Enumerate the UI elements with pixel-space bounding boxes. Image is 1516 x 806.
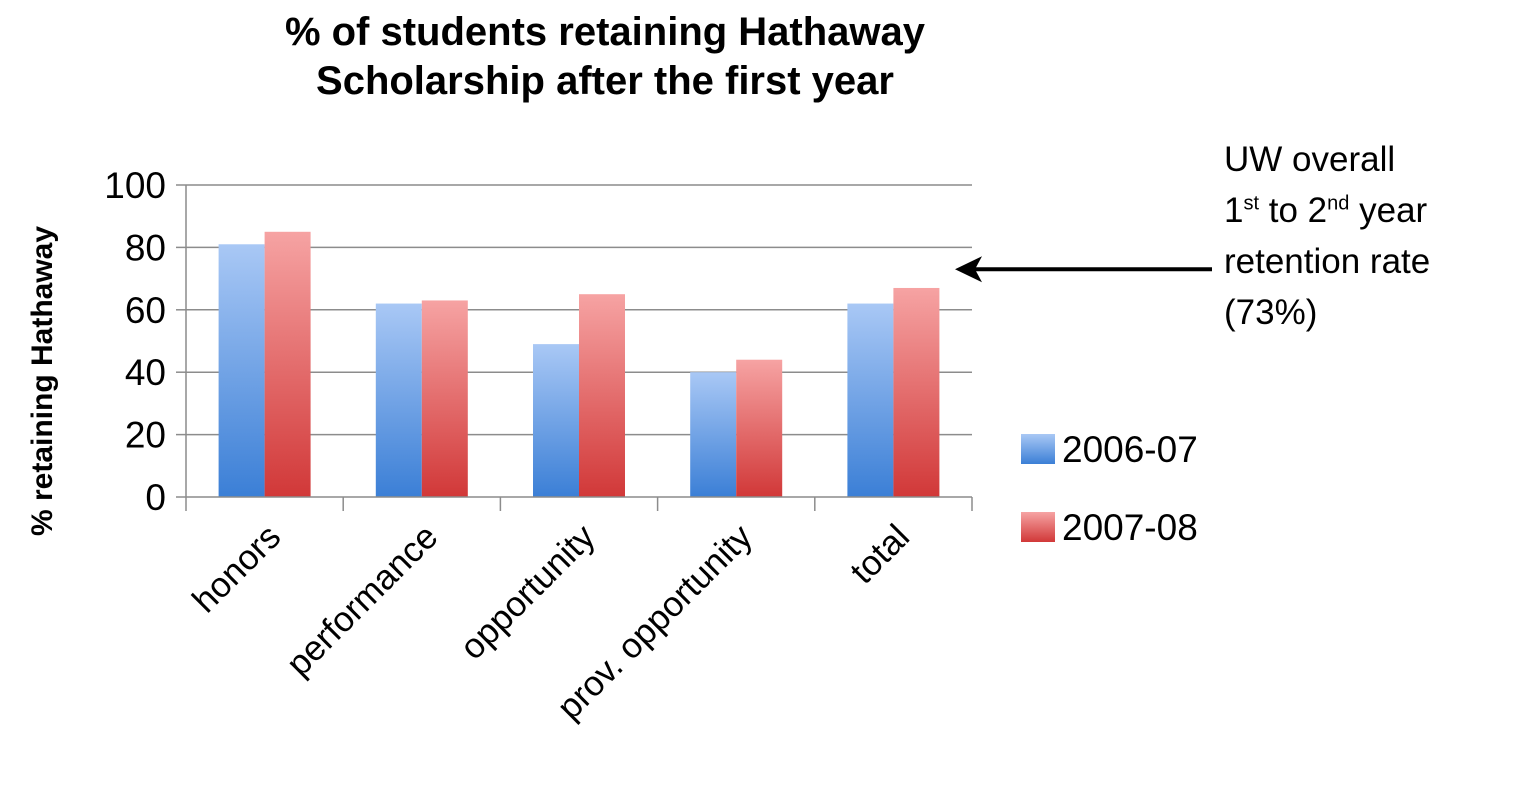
annotation-part-c: year: [1349, 191, 1428, 230]
annotation-line-1: UW overall: [1224, 140, 1396, 179]
arrow-head: [955, 256, 982, 283]
y-tick-label-20: 20: [125, 415, 166, 456]
chart-title-line-1: % of students retaining Hathaway: [284, 10, 926, 54]
legend-label-2007-08: 2007-08: [1062, 507, 1198, 548]
bar-performance-2007-08: [421, 300, 468, 497]
x-tick-label-opportunity: opportunity: [453, 517, 603, 667]
y-tick-label-0: 0: [145, 477, 166, 518]
y-tick-label-80: 80: [125, 227, 166, 268]
bar-honors-2007-08: [264, 231, 311, 498]
legend: 2006-07 2007-08: [1021, 429, 1198, 548]
annotation-line-3: retention rate: [1224, 242, 1431, 281]
x-tick-label-total: total: [843, 517, 917, 591]
bar-opportunity-2007-08: [579, 294, 625, 497]
legend-label-2006-07: 2006-07: [1062, 429, 1198, 470]
legend-swatch-2006-07: [1021, 434, 1055, 464]
x-tick-label-honors: honors: [185, 517, 288, 620]
bar-honors-2006-07: [218, 244, 265, 497]
annotation-line-4: (73%): [1224, 293, 1318, 332]
bar-prov-opportunity-2006-07: [690, 372, 737, 497]
annotation-part-b: to 2: [1259, 191, 1328, 230]
annotation-part-a: 1: [1224, 191, 1244, 230]
y-tick-label-40: 40: [125, 352, 166, 393]
bars: [218, 231, 940, 498]
reference-arrow: [955, 256, 1212, 283]
x-tick-label-performance: performance: [279, 517, 446, 684]
bar-performance-2006-07: [375, 303, 422, 497]
annotation-sup-b: nd: [1327, 192, 1350, 215]
bar-prov-opportunity-2007-08: [736, 359, 783, 497]
bar-total-2007-08: [893, 287, 940, 497]
chart-title: % of students retaining Hathaway Scholar…: [140, 8, 1070, 106]
annotation-line-2: 1st to 2nd year: [1224, 185, 1430, 236]
y-tick-label-100: 100: [104, 165, 166, 206]
axes: [176, 184, 973, 511]
bar-total-2006-07: [847, 303, 894, 497]
legend-swatch-2007-08: [1021, 512, 1055, 542]
bar-opportunity-2006-07: [533, 344, 579, 497]
retention-annotation: UW overall 1st to 2nd year retention rat…: [1224, 134, 1430, 338]
y-axis-label: % retaining Hathaway: [26, 226, 59, 536]
annotation-sup-a: st: [1243, 192, 1260, 215]
y-tick-label-60: 60: [125, 290, 166, 331]
chart-title-line-2: Scholarship after the first year: [316, 59, 894, 103]
